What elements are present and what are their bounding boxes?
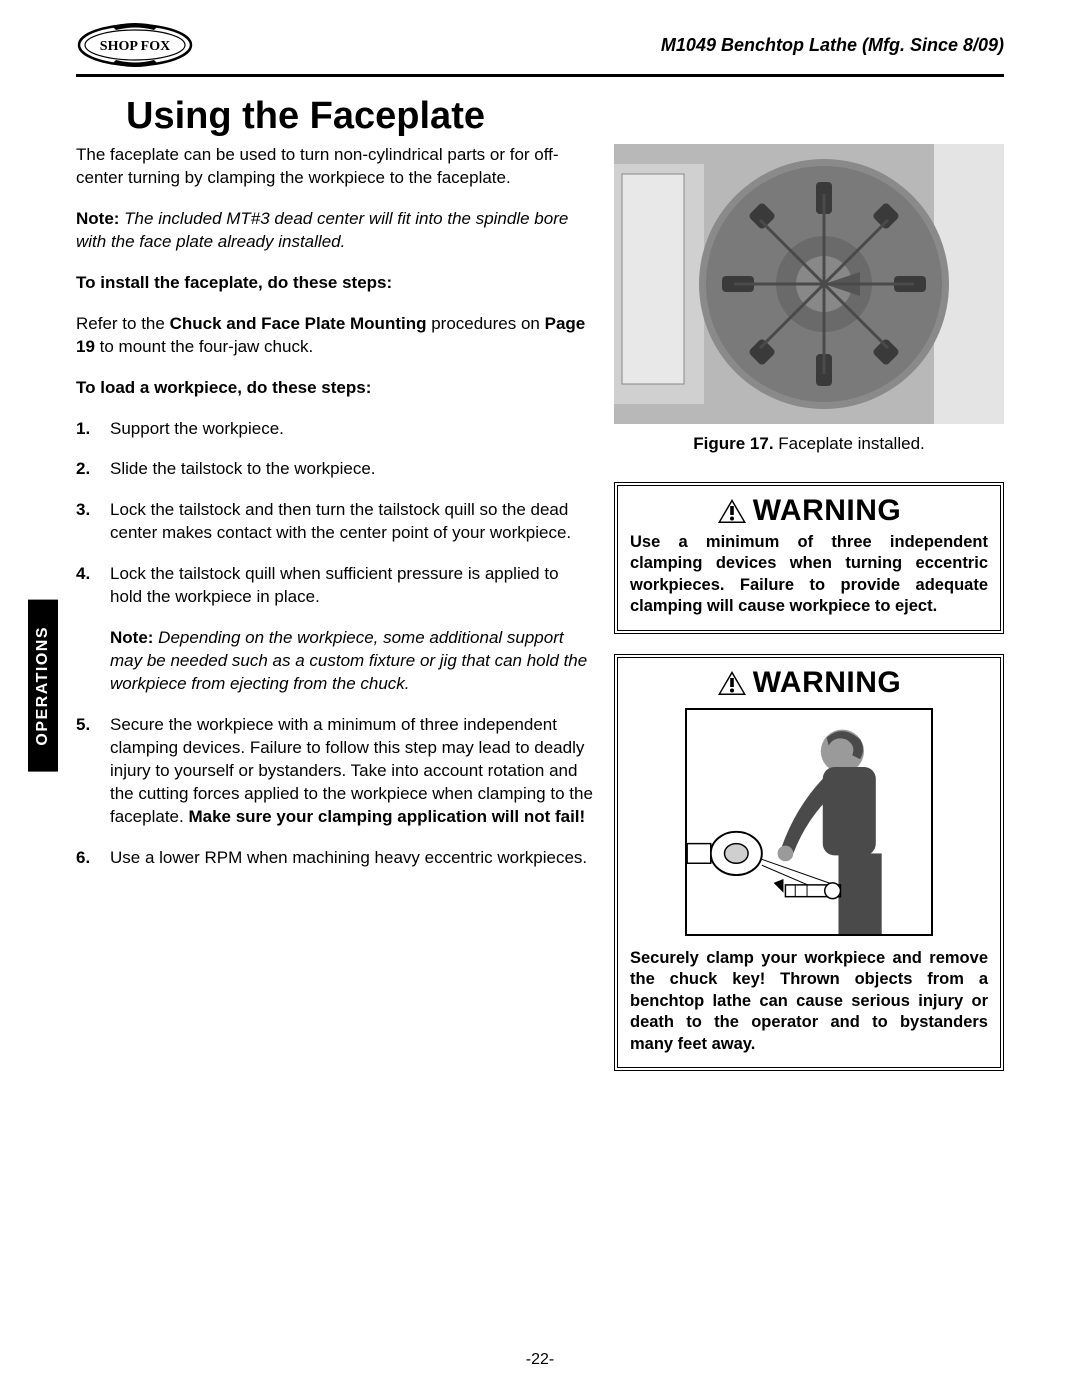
header-rule	[76, 74, 1004, 77]
warning-text-2: Securely clamp your workpiece and remove…	[630, 948, 988, 1055]
page-number: -22-	[0, 1351, 1080, 1369]
steps-list-cont: Secure the workpiece with a minimum of t…	[76, 714, 594, 870]
step-2: Slide the tailstock to the workpiece.	[76, 458, 594, 481]
right-column: Figure 17. Faceplate installed. WARNING …	[614, 144, 1004, 1091]
step-3: Lock the tailstock and then turn the tai…	[76, 499, 594, 545]
intro-paragraph: The faceplate can be used to turn non-cy…	[76, 144, 594, 190]
install-heading: To install the faceplate, do these steps…	[76, 272, 594, 295]
page-header: SHOP FOX M1049 Benchtop Lathe (Mfg. Sinc…	[76, 22, 1004, 68]
svg-text:SHOP FOX: SHOP FOX	[100, 39, 170, 54]
inner-note-label: Note:	[110, 628, 153, 647]
note-label: Note:	[76, 209, 119, 228]
warning-illustration	[685, 708, 933, 936]
figure-17-photo	[614, 144, 1004, 424]
warning-box-1: WARNING Use a minimum of three independe…	[614, 482, 1004, 634]
warning-header-1: WARNING	[630, 494, 988, 528]
note-1: Note: The included MT#3 dead center will…	[76, 208, 594, 254]
inner-note: Note: Depending on the workpiece, some a…	[76, 627, 594, 696]
figure-caption: Figure 17. Faceplate installed.	[614, 434, 1004, 454]
note-text: The included MT#3 dead center will fit i…	[76, 209, 568, 251]
product-title: M1049 Benchtop Lathe (Mfg. Since 8/09)	[661, 35, 1004, 56]
step-5: Secure the workpiece with a minimum of t…	[76, 714, 594, 829]
body-column: The faceplate can be used to turn non-cy…	[76, 144, 594, 1091]
warning-label-1: WARNING	[753, 494, 902, 528]
step-4: Lock the tailstock quill when sufficient…	[76, 563, 594, 609]
brand-logo: SHOP FOX	[76, 22, 194, 68]
steps-list: Support the workpiece. Slide the tailsto…	[76, 418, 594, 610]
step-6: Use a lower RPM when machining heavy ecc…	[76, 847, 594, 870]
install-reference: Refer to the Chuck and Face Plate Mounti…	[76, 313, 594, 359]
warning-triangle-icon	[717, 498, 747, 524]
load-heading: To load a workpiece, do these steps:	[76, 377, 594, 400]
page-title: Using the Faceplate	[126, 95, 1004, 138]
warning-label-2: WARNING	[753, 666, 902, 700]
warning-triangle-icon	[717, 670, 747, 696]
warning-text-1: Use a minimum of three independent clamp…	[630, 532, 988, 618]
warning-header-2: WARNING	[630, 666, 988, 700]
step-1: Support the workpiece.	[76, 418, 594, 441]
inner-note-text: Depending on the workpiece, some additio…	[110, 628, 587, 693]
section-tab: OPERATIONS	[28, 600, 58, 772]
warning-box-2: WARNING	[614, 654, 1004, 1071]
